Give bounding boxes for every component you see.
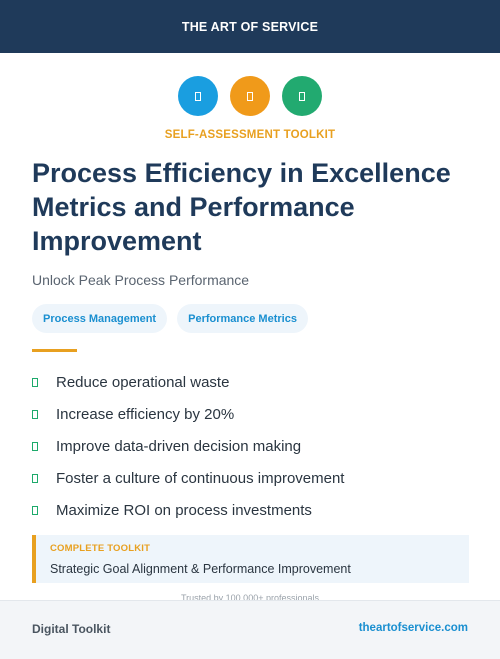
list-item: Foster a culture of continuous improveme…	[32, 462, 344, 494]
benefit-text: Reduce operational waste	[56, 373, 230, 391]
brand-title: THE ART OF SERVICE	[181, 19, 319, 34]
icon-circle-orange	[230, 76, 270, 116]
top-banner: THE ART OF SERVICE	[0, 0, 500, 53]
list-item: Maximize ROI on process investments	[32, 494, 344, 526]
icon-row	[0, 76, 500, 116]
page-subtitle: Unlock Peak Process Performance	[32, 272, 250, 288]
page-title: Process Efficiency in Excellence Metrics…	[32, 158, 451, 256]
tag-list: Process Management Performance Metrics	[32, 304, 308, 333]
website-link[interactable]: theartofservice.com	[358, 622, 468, 634]
tag-performance-metrics[interactable]: Performance Metrics	[177, 304, 308, 333]
document-icon	[247, 91, 253, 101]
trusted-note: Trusted by 100,000+ professionals	[180, 593, 319, 600]
callout-text: Strategic Goal Alignment & Performance I…	[50, 562, 351, 576]
document-icon	[195, 91, 201, 101]
list-item: Improve data-driven decision making	[32, 430, 344, 462]
callout-label: COMPLETE TOOLKIT	[50, 543, 151, 554]
check-icon	[32, 505, 38, 515]
toolkit-kicker: SELF-ASSESSMENT TOOLKIT	[164, 129, 336, 141]
benefit-text: Maximize ROI on process investments	[56, 501, 312, 519]
check-icon	[32, 441, 38, 451]
tag-process-management[interactable]: Process Management	[32, 304, 168, 333]
document-icon	[299, 91, 305, 101]
benefit-text: Foster a culture of continuous improveme…	[56, 469, 345, 487]
check-icon	[32, 409, 38, 419]
icon-circle-green	[282, 76, 322, 116]
check-icon	[32, 377, 38, 387]
icon-circle-blue	[178, 76, 218, 116]
accent-divider	[32, 349, 77, 352]
check-icon	[32, 473, 38, 483]
toolkit-callout: COMPLETE TOOLKIT Strategic Goal Alignmen…	[32, 535, 469, 583]
benefit-text: Increase efficiency by 20%	[56, 405, 235, 423]
benefit-text: Improve data-driven decision making	[56, 437, 302, 455]
benefit-list: Reduce operational waste Increase effici…	[32, 366, 344, 526]
footer-label: Digital Toolkit	[32, 622, 111, 636]
list-item: Reduce operational waste	[32, 366, 344, 398]
footer: Digital Toolkit theartofservice.com	[0, 600, 500, 659]
list-item: Increase efficiency by 20%	[32, 398, 344, 430]
